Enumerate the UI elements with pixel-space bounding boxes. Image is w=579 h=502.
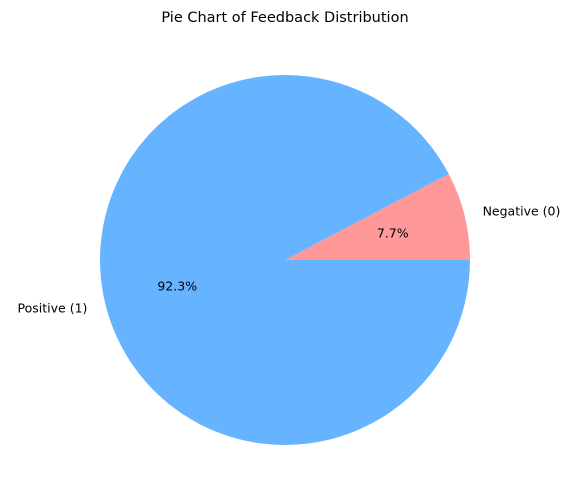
pie-labels: Negative (0) 7.7% Positive (1) 92.3% bbox=[18, 203, 561, 315]
slice-pct-label-1: 92.3% bbox=[157, 279, 197, 294]
pie-slice-0 bbox=[285, 173, 470, 260]
slice-label-1: Positive (1) bbox=[18, 301, 88, 316]
pie-slice-1 bbox=[100, 75, 471, 445]
chart-title: Pie Chart of Feedback Distribution bbox=[161, 10, 408, 26]
slice-pct-label-0: 7.7% bbox=[377, 225, 409, 240]
pie-slices bbox=[100, 75, 471, 445]
slice-label-0: Negative (0) bbox=[483, 203, 561, 218]
